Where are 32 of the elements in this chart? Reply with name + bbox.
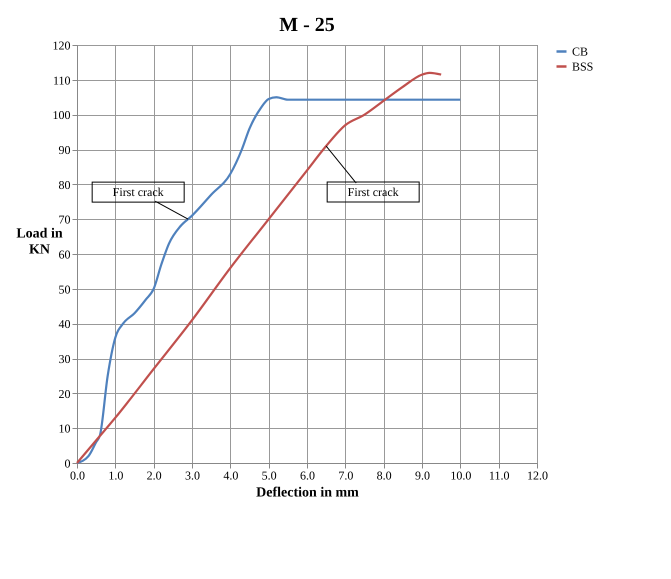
y-tick-label: 60: [58, 248, 70, 262]
y-tick-label: 40: [58, 317, 70, 332]
x-tick-label: 3.0: [185, 468, 200, 482]
y-tick-label: 90: [58, 143, 70, 157]
annotation: First crack: [348, 185, 399, 200]
x-tick-label: 1.0: [108, 468, 124, 482]
y-tick-label: 20: [58, 386, 70, 401]
y-tick-label: 50: [58, 282, 70, 296]
x-tick-label: 8.0: [376, 468, 392, 482]
y-tick-label: 30: [58, 352, 70, 366]
x-tick-label: 10.0: [450, 468, 472, 482]
x-axis-title: Deflection in mm: [256, 486, 360, 500]
y-tick-label: 70: [58, 212, 70, 227]
y-tick-label: 110: [52, 73, 70, 88]
chart-title: M - 25: [279, 14, 335, 36]
y-tick-label: 120: [52, 38, 70, 52]
annotation: First crack: [112, 185, 164, 200]
y-tick-label: 10: [58, 422, 70, 436]
x-tick-label: 7.0: [338, 468, 354, 482]
x-tick-label: 5.0: [262, 468, 277, 482]
y-tick-label: 80: [58, 178, 70, 192]
legend-label: CB: [572, 44, 588, 58]
x-tick-label: 11.0: [488, 468, 510, 482]
y-tick-label: 100: [52, 108, 70, 122]
x-tick-label: 4.0: [223, 468, 238, 482]
x-tick-label: 12.0: [527, 468, 548, 482]
legend-label: BSS: [572, 60, 594, 74]
x-tick-label: 2.0: [146, 468, 162, 482]
y-tick-label: 0: [64, 456, 70, 470]
x-tick-label: 0.0: [70, 468, 85, 482]
x-tick-label: 6.0: [300, 468, 315, 482]
x-tick-label: 9.0: [415, 468, 430, 482]
